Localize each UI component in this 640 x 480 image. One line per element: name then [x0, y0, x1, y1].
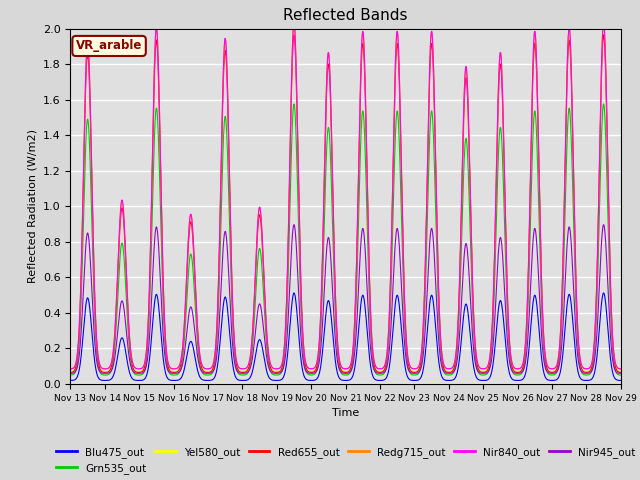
Grn535_out — [67, 372, 74, 378]
Red655_out — [67, 370, 74, 375]
Redg715_out — [67, 366, 74, 372]
Yel580_out — [543, 362, 550, 368]
Y-axis label: Reflected Radiation (W/m2): Reflected Radiation (W/m2) — [28, 130, 37, 283]
Nir945_out — [600, 222, 607, 228]
Nir945_out — [379, 370, 387, 376]
Nir840_out — [152, 26, 160, 32]
Yel580_out — [511, 368, 519, 374]
Red655_out — [542, 362, 550, 368]
Title: Reflected Bands: Reflected Bands — [284, 9, 408, 24]
Red655_out — [240, 370, 248, 375]
Yel580_out — [67, 369, 74, 374]
Blu475_out — [122, 347, 129, 353]
Grn535_out — [240, 372, 248, 378]
Grn535_out — [542, 367, 550, 372]
Grn535_out — [600, 101, 607, 107]
Nir945_out — [511, 370, 519, 376]
Redg715_out — [241, 366, 248, 372]
Nir945_out — [617, 371, 625, 376]
Nir945_out — [240, 371, 248, 376]
Redg715_out — [511, 366, 519, 372]
Nir945_out — [122, 319, 129, 324]
Nir840_out — [511, 366, 519, 372]
Nir945_out — [67, 371, 74, 376]
Grn535_out — [511, 372, 519, 378]
Legend: Blu475_out, Grn535_out, Yel580_out, Red655_out, Redg715_out, Nir840_out, Nir945_: Blu475_out, Grn535_out, Yel580_out, Red6… — [52, 443, 639, 478]
Line: Blu475_out: Blu475_out — [70, 293, 621, 381]
Red655_out — [600, 32, 607, 38]
Line: Grn535_out: Grn535_out — [70, 104, 621, 375]
Yel580_out — [122, 248, 129, 253]
X-axis label: Time: Time — [332, 408, 359, 418]
Redg715_out — [617, 366, 625, 372]
Nir840_out — [609, 342, 617, 348]
Grn535_out — [609, 354, 617, 360]
Line: Yel580_out: Yel580_out — [70, 29, 621, 372]
Redg715_out — [379, 365, 387, 371]
Redg715_out — [609, 342, 617, 348]
Line: Nir945_out: Nir945_out — [70, 225, 621, 373]
Yel580_out — [290, 26, 298, 32]
Blu475_out — [379, 377, 387, 383]
Nir840_out — [379, 365, 387, 371]
Line: Red655_out: Red655_out — [70, 35, 621, 372]
Yel580_out — [609, 345, 617, 350]
Text: VR_arable: VR_arable — [76, 39, 142, 52]
Red655_out — [379, 369, 387, 375]
Line: Redg715_out: Redg715_out — [70, 29, 621, 369]
Redg715_out — [543, 360, 550, 366]
Grn535_out — [379, 372, 387, 378]
Blu475_out — [240, 378, 248, 384]
Yel580_out — [240, 369, 248, 374]
Yel580_out — [617, 369, 625, 374]
Nir840_out — [241, 366, 248, 372]
Nir840_out — [543, 360, 550, 366]
Blu475_out — [617, 378, 625, 384]
Redg715_out — [152, 26, 160, 32]
Blu475_out — [542, 376, 550, 382]
Blu475_out — [609, 372, 617, 377]
Grn535_out — [617, 372, 625, 378]
Red655_out — [609, 347, 617, 352]
Redg715_out — [122, 245, 129, 251]
Nir945_out — [542, 367, 550, 373]
Nir840_out — [122, 245, 129, 251]
Blu475_out — [511, 377, 519, 383]
Yel580_out — [379, 368, 387, 374]
Red655_out — [122, 252, 129, 257]
Red655_out — [617, 370, 625, 375]
Nir840_out — [617, 366, 625, 372]
Nir840_out — [67, 366, 74, 372]
Red655_out — [511, 369, 519, 375]
Nir945_out — [609, 360, 617, 366]
Line: Nir840_out: Nir840_out — [70, 29, 621, 369]
Blu475_out — [67, 378, 74, 384]
Blu475_out — [600, 290, 607, 296]
Grn535_out — [122, 277, 129, 283]
